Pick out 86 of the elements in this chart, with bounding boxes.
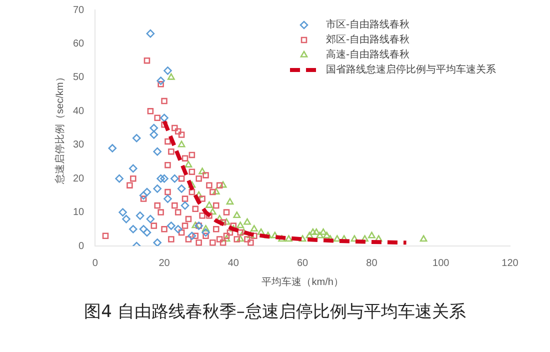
point bbox=[177, 184, 186, 193]
point bbox=[198, 168, 206, 174]
y-tick-label: 70 bbox=[73, 4, 85, 16]
y-tick-label: 50 bbox=[73, 72, 85, 84]
point bbox=[233, 212, 241, 218]
point bbox=[374, 235, 382, 242]
point bbox=[129, 164, 138, 173]
caption: 图4 自由路线春秋季–怠速启停比例与平均车速关系 bbox=[83, 301, 467, 323]
point bbox=[208, 208, 216, 215]
point bbox=[115, 174, 124, 183]
point bbox=[156, 174, 165, 183]
x-tick-label: 20 bbox=[158, 258, 170, 269]
point bbox=[257, 228, 265, 235]
x-tick-label: 120 bbox=[502, 258, 519, 269]
point bbox=[153, 147, 162, 156]
x-tick-label: 100 bbox=[432, 258, 450, 269]
point bbox=[150, 124, 158, 132]
point bbox=[236, 222, 244, 228]
point bbox=[142, 188, 152, 196]
point bbox=[219, 181, 227, 188]
y-tick-label: 60 bbox=[73, 38, 85, 50]
x-tick-label: 60 bbox=[297, 258, 309, 269]
point bbox=[222, 218, 230, 225]
point bbox=[298, 235, 306, 242]
point bbox=[108, 144, 117, 152]
point bbox=[129, 224, 138, 234]
y-tick-label: 20 bbox=[73, 173, 85, 184]
y-tick-label: 30 bbox=[73, 140, 85, 151]
point bbox=[306, 232, 314, 238]
point bbox=[333, 235, 341, 242]
point bbox=[168, 73, 175, 80]
point bbox=[153, 238, 162, 246]
point bbox=[132, 134, 141, 142]
point bbox=[160, 114, 168, 122]
point bbox=[202, 228, 210, 237]
y-tick-label: 0 bbox=[78, 240, 85, 252]
point bbox=[174, 224, 182, 234]
y-tick-label: 10 bbox=[73, 207, 85, 218]
point bbox=[285, 235, 292, 242]
point bbox=[164, 194, 172, 203]
y-tick-label: 40 bbox=[73, 106, 85, 117]
point bbox=[420, 235, 428, 242]
point bbox=[309, 228, 317, 235]
point bbox=[139, 191, 148, 200]
point bbox=[222, 235, 230, 242]
x-tick-label: 40 bbox=[228, 258, 240, 269]
point bbox=[202, 224, 210, 232]
point bbox=[142, 228, 152, 237]
legend-label: 高速-自由路线春秋 bbox=[326, 48, 410, 61]
point bbox=[167, 222, 176, 230]
point bbox=[206, 201, 213, 208]
point bbox=[250, 224, 258, 232]
point bbox=[226, 198, 234, 205]
point bbox=[164, 66, 172, 75]
point bbox=[136, 212, 144, 220]
point bbox=[316, 232, 324, 238]
x-axis-title: 平均车速（km/h） bbox=[262, 276, 344, 288]
point bbox=[170, 174, 179, 183]
point bbox=[180, 201, 190, 210]
point bbox=[118, 208, 127, 216]
point bbox=[146, 29, 155, 38]
point bbox=[150, 130, 158, 139]
legend-label: 郊区-自由路线春秋 bbox=[326, 34, 410, 46]
point bbox=[320, 228, 327, 235]
point bbox=[184, 160, 192, 168]
y-axis-title: 怠速启停比例（sec/km） bbox=[54, 72, 66, 185]
point bbox=[178, 140, 186, 148]
point bbox=[192, 222, 200, 228]
point bbox=[350, 235, 358, 242]
point bbox=[160, 174, 168, 183]
point bbox=[156, 76, 165, 85]
x-tick-label: 80 bbox=[366, 258, 378, 269]
point bbox=[212, 188, 220, 194]
point bbox=[368, 232, 376, 238]
point bbox=[244, 218, 251, 225]
point bbox=[236, 235, 244, 242]
point bbox=[153, 184, 162, 193]
point bbox=[323, 232, 330, 238]
legend-label: 市区-自由路线春秋 bbox=[326, 18, 410, 31]
point bbox=[146, 214, 155, 224]
point bbox=[122, 214, 130, 224]
point bbox=[312, 228, 320, 235]
point bbox=[139, 224, 148, 234]
point bbox=[188, 232, 196, 240]
legend-label: 国省路线怠速启停比例与平均车速关系 bbox=[326, 64, 496, 76]
x-tick-label: 0 bbox=[92, 258, 98, 269]
